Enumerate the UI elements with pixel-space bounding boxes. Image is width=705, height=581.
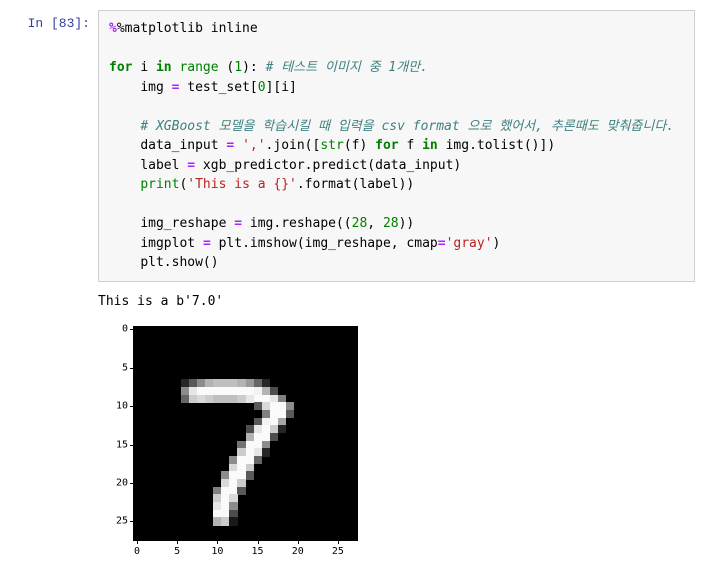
x-tick-label: 0 xyxy=(134,546,140,557)
code-token: 1 xyxy=(234,60,242,75)
x-tick-label: 15 xyxy=(252,546,264,557)
digit-pixel xyxy=(246,471,255,479)
code-token: range xyxy=(179,60,218,75)
y-tick-label: 25 xyxy=(116,516,128,527)
code-token: plt.imshow(img_reshape, cmap xyxy=(211,236,438,251)
y-tick-label: 20 xyxy=(116,477,128,488)
code-token: (f) xyxy=(344,138,375,153)
code-token: test_set[ xyxy=(179,80,257,95)
code-token: in xyxy=(422,138,438,153)
code-token: for xyxy=(109,60,132,75)
code-token: 'This is a {}' xyxy=(187,177,297,192)
code-token: ) xyxy=(493,236,501,251)
digit-pixel xyxy=(286,410,295,418)
code-token: )) xyxy=(399,216,415,231)
code-token: = xyxy=(226,138,234,153)
code-token: , xyxy=(367,216,383,231)
stdout-text: This is a b'7.0' xyxy=(98,294,695,309)
code-token: = xyxy=(234,216,242,231)
x-tick-label: 25 xyxy=(332,546,344,557)
code-token: .format(label)) xyxy=(297,177,414,192)
code-cell: In [83]: %%matplotlib inline for i in ra… xyxy=(10,10,695,282)
x-tick-label: 5 xyxy=(174,546,180,557)
code-token: i xyxy=(140,60,148,75)
digit-pixel xyxy=(278,425,287,433)
code-token: %matplotlib xyxy=(117,21,203,36)
y-tick-label: 0 xyxy=(122,324,128,335)
digit-pixel xyxy=(262,448,271,456)
code-token: img_reshape xyxy=(140,216,234,231)
code-token: print xyxy=(140,177,179,192)
y-tick-label: 10 xyxy=(116,401,128,412)
output-area: This is a b'7.0' 0 5 10 15 20 25 0 5 10 15 20 25 xyxy=(98,294,695,571)
x-tick-mark xyxy=(258,541,259,544)
code-token: % xyxy=(109,21,117,36)
y-tick-mark xyxy=(130,329,133,330)
y-tick-label: 5 xyxy=(122,362,128,373)
code-token: = xyxy=(187,158,195,173)
code-token: f xyxy=(406,138,414,153)
output-prompt xyxy=(10,294,98,300)
y-tick-mark xyxy=(130,406,133,407)
code-token: inline xyxy=(203,21,258,36)
code-token: in xyxy=(156,60,172,75)
code-token: img.tolist()]) xyxy=(438,138,555,153)
x-tick-mark xyxy=(298,541,299,544)
x-tick-mark xyxy=(177,541,178,544)
code-token: 28 xyxy=(383,216,399,231)
digit-pixel xyxy=(237,487,246,495)
y-tick-label: 15 xyxy=(116,439,128,450)
x-tick-label: 10 xyxy=(211,546,223,557)
digit-pixel xyxy=(254,456,263,464)
code-token: label xyxy=(140,158,187,173)
code-comment: # 테스트 이미지 중 1개만. xyxy=(266,60,428,75)
digit-pixel xyxy=(270,433,279,441)
code-token: ][i] xyxy=(266,80,297,95)
x-tick-label: 20 xyxy=(292,546,304,557)
code-token: xgb_predictor.predict(data_input) xyxy=(195,158,461,173)
y-tick-mark xyxy=(130,521,133,522)
code-token: = xyxy=(203,236,211,251)
code-token: imgplot xyxy=(140,236,203,251)
code-token: ',' xyxy=(242,138,265,153)
code-token: data_input xyxy=(140,138,226,153)
output-cell: This is a b'7.0' 0 5 10 15 20 25 0 5 10 15 20 25 xyxy=(10,294,695,571)
y-tick-mark xyxy=(130,445,133,446)
input-prompt: In [83]: xyxy=(10,10,98,31)
x-tick-mark xyxy=(217,541,218,544)
code-comment: # XGBoost 모델을 학습시킬 때 입력을 csv format 으로 했… xyxy=(140,119,674,134)
code-token: img.reshape(( xyxy=(242,216,352,231)
code-token: img xyxy=(140,80,171,95)
code-token: str xyxy=(320,138,343,153)
code-token: for xyxy=(375,138,398,153)
x-tick-mark xyxy=(338,541,339,544)
code-token: .join([ xyxy=(266,138,321,153)
code-token: 'gray' xyxy=(446,236,493,251)
code-token: 28 xyxy=(352,216,368,231)
digit-pixel xyxy=(229,517,238,525)
matplotlib-figure: 0 5 10 15 20 25 0 5 10 15 20 25 xyxy=(98,321,378,571)
y-tick-mark xyxy=(130,368,133,369)
code-editor[interactable]: %%matplotlib inline for i in range (1): … xyxy=(98,10,695,282)
code-token: 0 xyxy=(258,80,266,95)
y-tick-mark xyxy=(130,483,133,484)
x-tick-mark xyxy=(137,541,138,544)
code-token: = xyxy=(438,236,446,251)
code-token: plt.show() xyxy=(140,255,218,270)
imshow-axes xyxy=(133,326,358,541)
